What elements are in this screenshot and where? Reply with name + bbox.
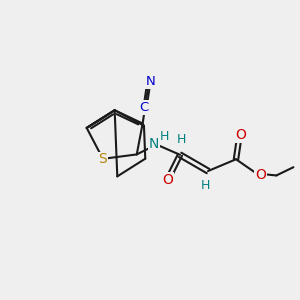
Text: N: N — [146, 75, 156, 88]
Text: H: H — [160, 130, 170, 143]
Text: H: H — [200, 179, 210, 192]
Text: N: N — [149, 137, 159, 151]
Text: C: C — [139, 101, 148, 114]
Text: H: H — [177, 133, 186, 146]
Text: O: O — [235, 128, 246, 142]
Text: O: O — [255, 169, 266, 182]
Text: O: O — [162, 173, 173, 187]
Text: S: S — [98, 152, 107, 167]
